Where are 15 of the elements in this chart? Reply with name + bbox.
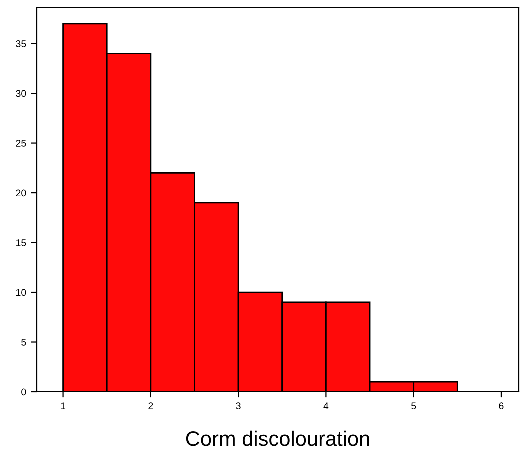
x-tick-label: 6 xyxy=(499,402,504,410)
y-tick-label: 20 xyxy=(16,190,26,197)
y-tick-label: 15 xyxy=(16,240,26,246)
x-tick-label: 2 xyxy=(148,402,154,410)
x-tick-label: 3 xyxy=(236,402,241,410)
y-tick-label: 25 xyxy=(16,140,26,147)
x-tick-label: 5 xyxy=(412,402,416,410)
y-tick-label: 10 xyxy=(16,289,26,296)
y-tick-label: 35 xyxy=(16,40,26,48)
y-tick-label: 0 xyxy=(22,388,26,396)
y-tick-label: 30 xyxy=(16,90,26,98)
x-tick-label: 1 xyxy=(61,402,66,410)
y-tick-label: 5 xyxy=(22,339,26,346)
x-axis-title: Corm discolouration xyxy=(186,430,370,446)
x-tick-label: 4 xyxy=(324,402,329,410)
